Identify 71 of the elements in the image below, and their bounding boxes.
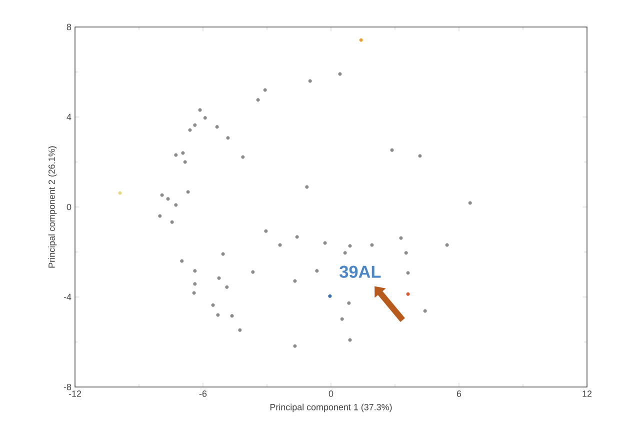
point (203, 116, 207, 120)
point (348, 338, 352, 342)
point (211, 303, 215, 307)
point (241, 155, 245, 159)
point (256, 98, 260, 102)
point (188, 128, 192, 132)
point (238, 328, 242, 332)
point (174, 153, 178, 157)
point (445, 243, 449, 247)
x-tick-label: -12 (68, 390, 82, 397)
point (225, 285, 229, 289)
point (370, 243, 374, 247)
x-tick-label: 12 (582, 390, 592, 397)
point (226, 136, 230, 140)
x-axis-title: Principal component 1 (37.3%) (270, 404, 392, 412)
point (170, 220, 174, 224)
point (158, 214, 162, 218)
point (418, 154, 422, 158)
point (215, 125, 219, 129)
point (118, 191, 122, 195)
point (221, 252, 225, 256)
point (338, 72, 342, 76)
point (193, 269, 197, 273)
point (180, 259, 184, 263)
y-axis-title: Principal component 2 (26.1%) (48, 146, 57, 268)
annotation: 39AL (340, 266, 381, 278)
y-tick-label: -4 (64, 294, 72, 300)
point (183, 160, 187, 164)
point (264, 229, 268, 233)
point (198, 108, 202, 112)
point (174, 203, 178, 207)
point (406, 271, 410, 275)
point (406, 292, 410, 296)
point (193, 282, 197, 286)
point (315, 269, 319, 273)
y-tick-label: 8 (66, 24, 72, 30)
point (305, 185, 309, 189)
point (217, 276, 221, 280)
x-tick-label: 6 (456, 390, 462, 397)
point (468, 201, 472, 205)
point (328, 294, 332, 298)
point (399, 236, 403, 240)
point (230, 314, 234, 318)
point (359, 38, 363, 42)
point (347, 301, 351, 305)
point (160, 193, 164, 197)
point (278, 243, 282, 247)
point (308, 79, 312, 83)
point (181, 151, 185, 155)
x-tick-label: 0 (328, 390, 334, 397)
point (251, 270, 255, 274)
point (263, 88, 267, 92)
y-tick-label: -8 (64, 384, 72, 390)
point (186, 190, 190, 194)
point (193, 123, 197, 127)
point (348, 244, 352, 248)
point (404, 251, 408, 255)
point (423, 309, 427, 313)
point (340, 317, 344, 321)
y-tick-label: 0 (66, 204, 72, 210)
point (192, 291, 196, 295)
point (293, 344, 297, 348)
point (216, 313, 220, 317)
point (343, 251, 347, 255)
point (323, 241, 327, 245)
y-tick-label: 4 (66, 114, 72, 120)
point (295, 235, 299, 239)
point (293, 279, 297, 283)
x-tick-label: -6 (199, 390, 207, 397)
point (390, 148, 394, 152)
point (166, 197, 170, 201)
